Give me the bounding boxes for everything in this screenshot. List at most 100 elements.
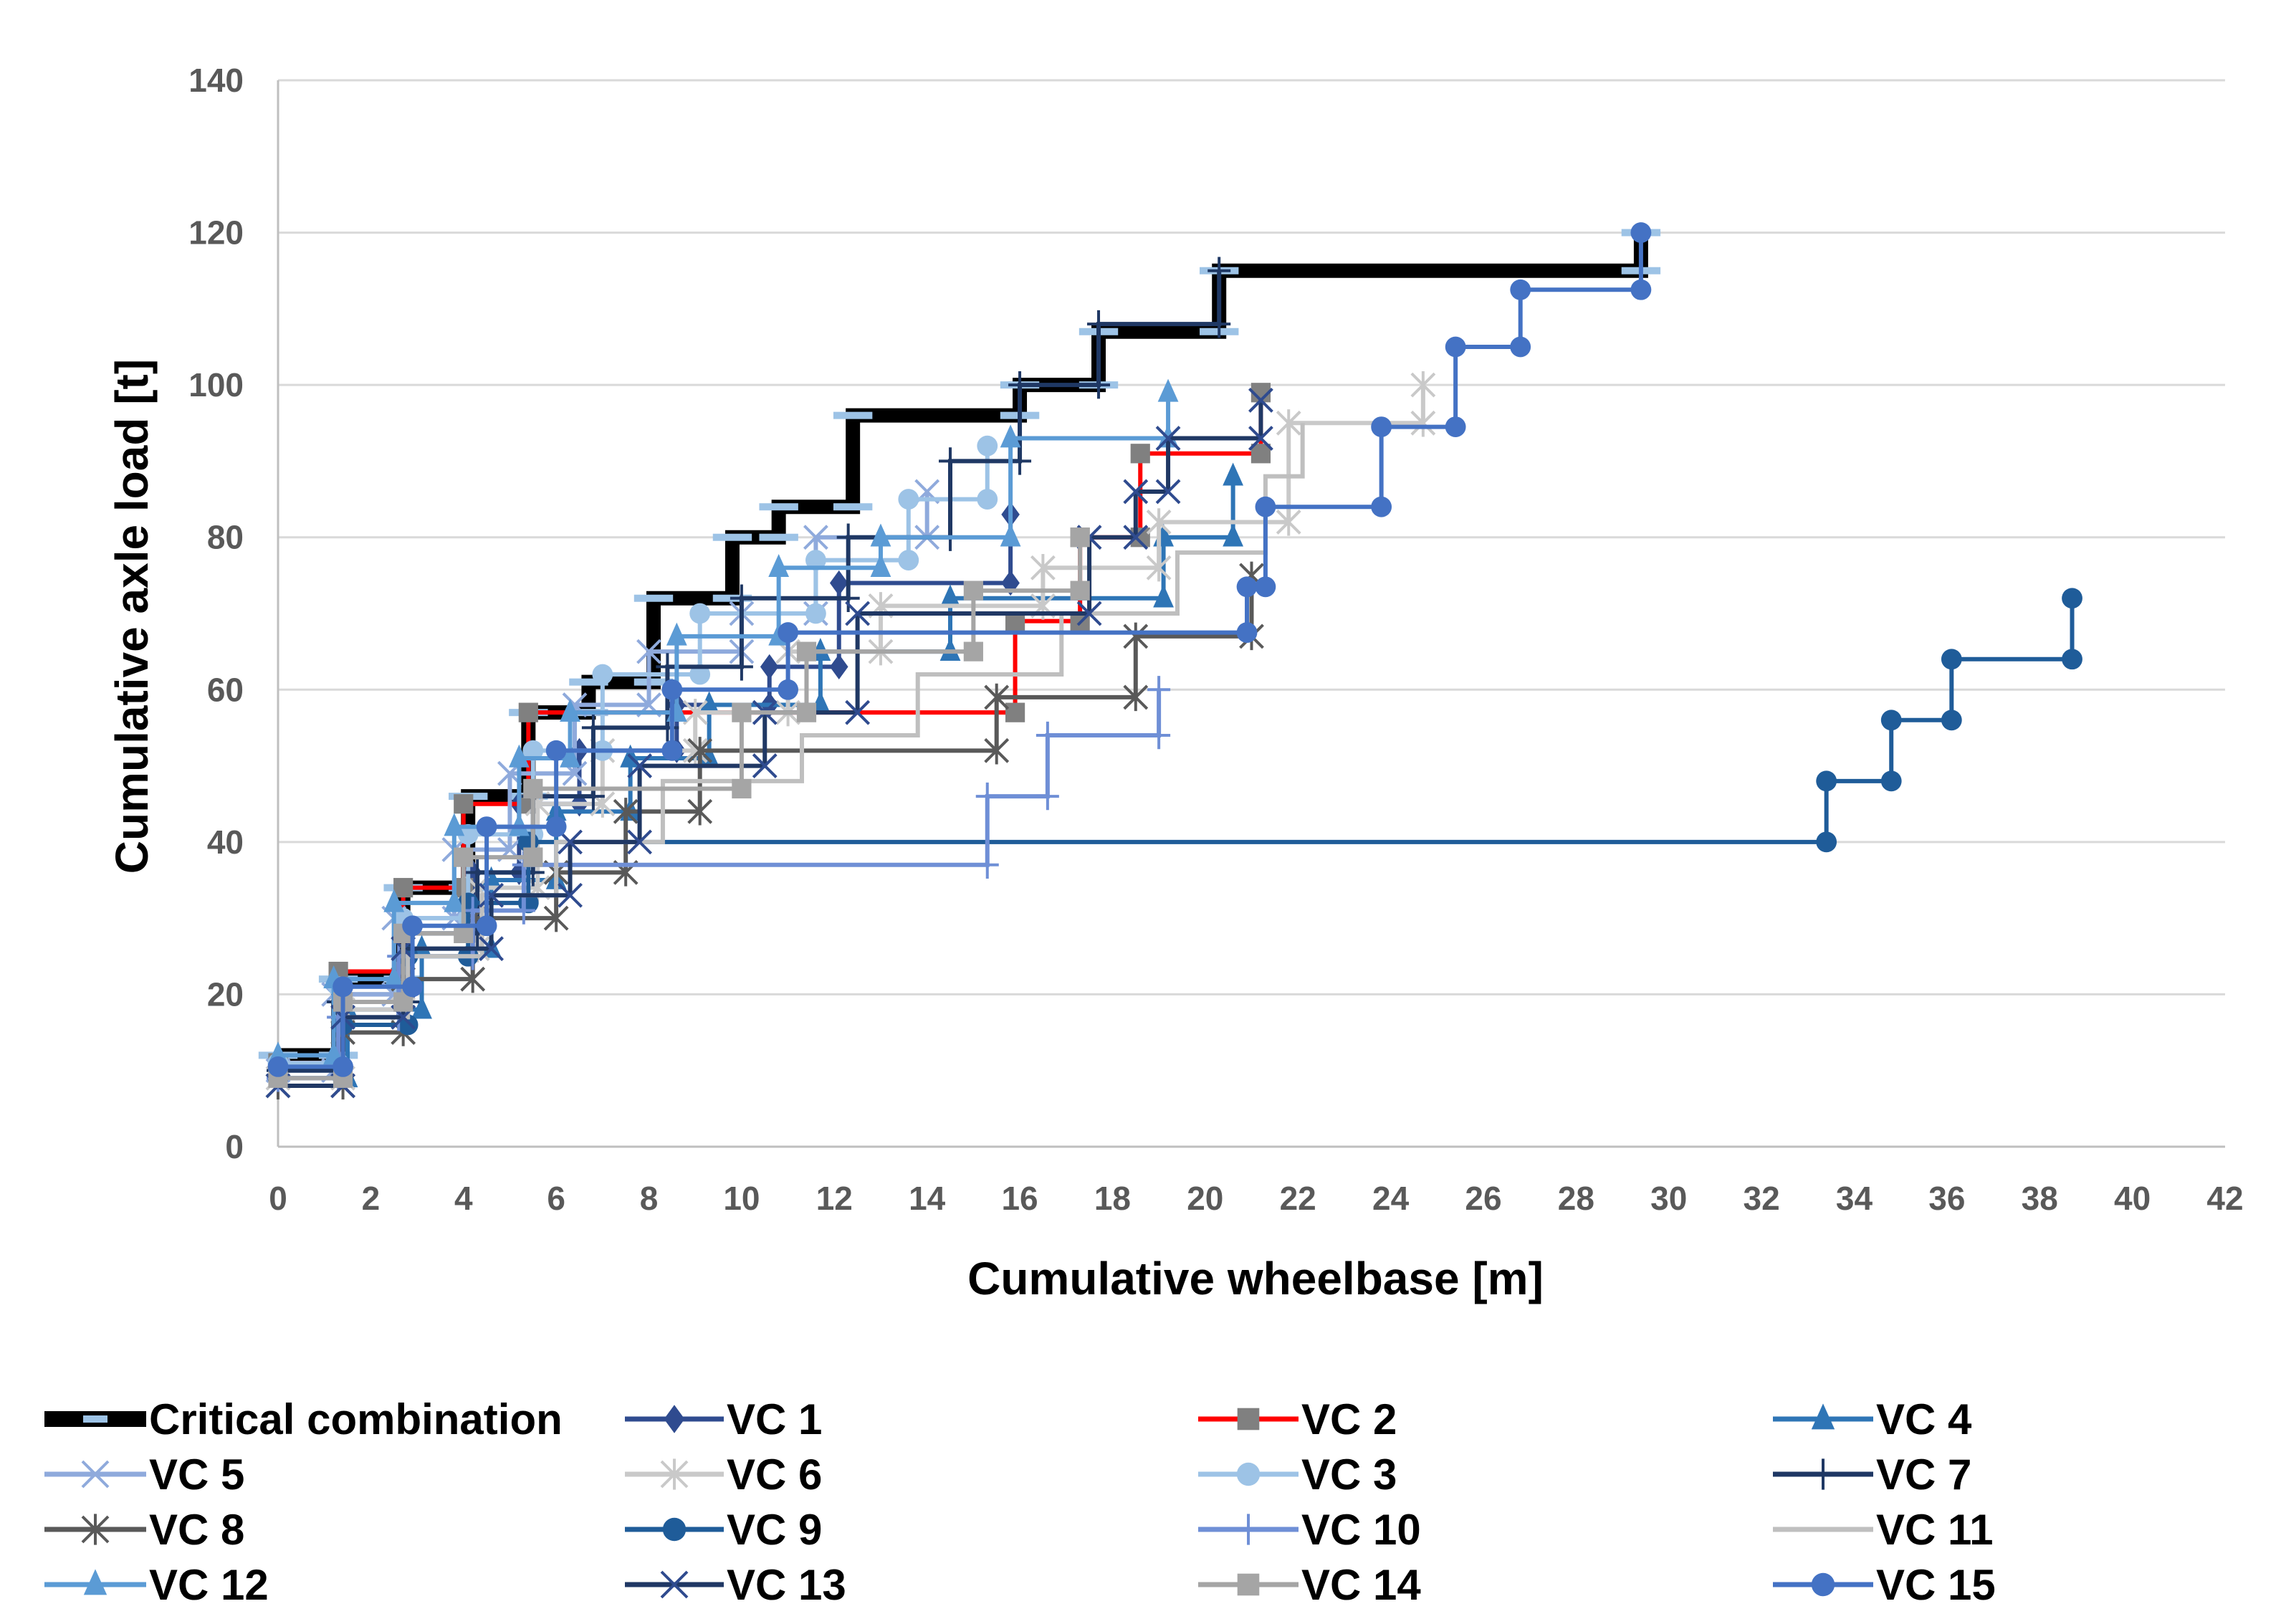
circle-marker (592, 664, 613, 685)
x-tick-label: 40 (2114, 1180, 2151, 1217)
plus-marker (1147, 676, 1171, 704)
square-marker (1250, 444, 1271, 464)
legend-label: VC 5 (149, 1451, 244, 1499)
x-marker (627, 829, 653, 855)
circle-marker (1236, 622, 1258, 643)
star-marker (1030, 554, 1056, 582)
triangle-marker (1000, 523, 1021, 547)
star-marker (1276, 508, 1301, 536)
x-tick-label: 12 (816, 1180, 853, 1217)
legend-item: VC 5 (44, 1451, 244, 1499)
legend-label: VC 3 (1301, 1451, 1397, 1499)
plus-marker (975, 782, 999, 811)
x-marker (1248, 426, 1273, 451)
plus-marker (730, 584, 753, 612)
circle-marker (476, 816, 497, 837)
legend-item: VC 3 (1198, 1451, 1397, 1499)
series-line (278, 423, 1305, 1088)
x-marker (752, 753, 778, 778)
circle-marker (1445, 416, 1466, 437)
y-tick-label: 140 (188, 62, 244, 99)
square-marker (796, 702, 817, 722)
star-marker (660, 1458, 689, 1490)
square-marker (1130, 444, 1150, 464)
triangle-marker (560, 744, 580, 768)
x-marker (1076, 601, 1102, 626)
x-tick-label: 0 (269, 1180, 287, 1217)
series-group (258, 222, 2082, 1100)
y-tick-label: 20 (207, 975, 244, 1013)
legend-item: Critical combination (44, 1395, 563, 1443)
star-marker (984, 737, 1010, 765)
circle-marker (1880, 710, 1902, 731)
plus-marker (1036, 721, 1059, 750)
plus-marker (975, 851, 999, 879)
triangle-marker (870, 554, 891, 578)
x-marker (1155, 479, 1181, 505)
triangle-marker (939, 637, 961, 661)
dash-marker (833, 411, 873, 419)
circle-marker (805, 550, 826, 570)
y-tick-label: 60 (207, 671, 244, 708)
x-tick-label: 22 (1280, 1180, 1316, 1217)
circle-marker (977, 435, 998, 457)
legend-label: VC 7 (1876, 1451, 1971, 1499)
circle-marker (661, 740, 683, 761)
circle-marker (661, 679, 683, 700)
diamond-marker (829, 570, 848, 596)
star-marker (1123, 683, 1149, 712)
plus-marker (1810, 1458, 1836, 1490)
triangle-marker (508, 813, 530, 836)
triangle-marker (83, 1569, 107, 1595)
square-marker (1237, 1408, 1260, 1430)
star-marker (1123, 622, 1149, 651)
dash-marker (83, 1415, 107, 1423)
plus-marker (939, 447, 962, 475)
legend-item: VC 4 (1773, 1395, 1972, 1443)
legend-item: VC 15 (1773, 1561, 1996, 1609)
square-marker (796, 641, 817, 661)
star-marker (613, 798, 639, 826)
circle-marker (898, 489, 919, 510)
triangle-marker (383, 889, 405, 912)
plus-marker (1008, 371, 1032, 399)
diamond-marker (829, 654, 848, 679)
triangle-marker (1153, 584, 1174, 608)
legend-item: VC 9 (625, 1506, 822, 1554)
circle-marker (689, 664, 711, 685)
triangle-marker (1811, 1403, 1835, 1430)
circle-marker (1941, 649, 1962, 670)
circle-marker (267, 1056, 289, 1077)
x-marker (479, 882, 504, 908)
triangle-marker (870, 523, 891, 547)
dash-marker (633, 678, 674, 686)
legend-item: VC 6 (625, 1451, 822, 1499)
plus-marker (730, 653, 753, 681)
square-marker (963, 581, 983, 601)
plus-marker (836, 584, 860, 612)
legend-item: VC 10 (1198, 1506, 1421, 1554)
square-marker (454, 794, 474, 814)
circle-marker (545, 740, 567, 761)
legend-label: VC 13 (727, 1561, 846, 1609)
triangle-marker (508, 744, 530, 768)
legend-label: Critical combination (149, 1395, 563, 1443)
x-marker (558, 882, 583, 908)
plus-marker (1207, 257, 1231, 285)
y-tick-label: 120 (188, 214, 244, 252)
dash-marker (712, 533, 752, 541)
dash-marker (833, 503, 873, 511)
circle-marker (898, 550, 919, 570)
diamond-marker (664, 1405, 685, 1433)
x-marker (81, 1460, 110, 1489)
circle-marker (1630, 279, 1652, 300)
circle-marker (402, 976, 424, 998)
star-marker (984, 683, 1010, 712)
circle-marker (1941, 710, 1962, 731)
circle-marker (1445, 336, 1466, 358)
circle-marker (1510, 336, 1531, 358)
star-marker (543, 904, 569, 932)
plus-marker (1207, 310, 1231, 338)
star-marker (682, 698, 708, 727)
